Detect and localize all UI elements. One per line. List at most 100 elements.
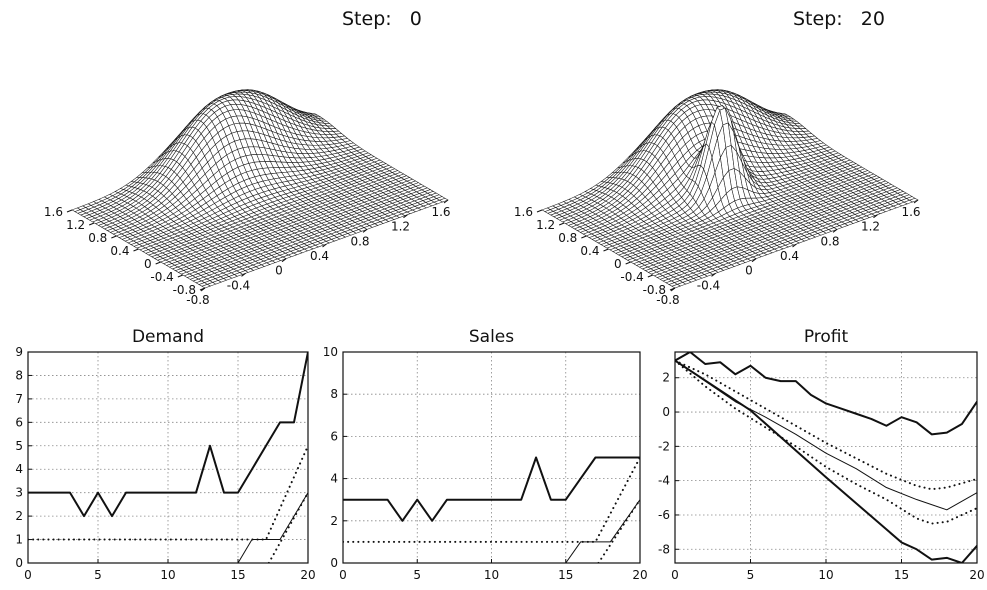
y-tick-label: 0	[614, 257, 622, 271]
y-tick-label: 0	[144, 257, 152, 271]
y-tick-label: 0.8	[88, 231, 107, 245]
y-tick-label: -6	[658, 508, 670, 522]
series-line-3	[675, 360, 977, 511]
x-tick-label: 0	[275, 264, 283, 278]
x-tick-label: 0.8	[350, 234, 369, 248]
x-tick-label: 10	[484, 568, 499, 582]
y-tick-label: 6	[15, 415, 23, 429]
demand-title: Demand	[131, 327, 205, 347]
y-tick-label: -0.4	[150, 270, 173, 284]
y-tick-label: 3	[15, 486, 23, 500]
y-tick-mark	[603, 248, 609, 252]
y-tick-mark	[669, 287, 676, 291]
x-tick-mark	[913, 199, 919, 204]
y-tick-label: 7	[15, 392, 23, 406]
x-tick-label: 0	[745, 264, 753, 278]
x-tick-mark	[443, 199, 449, 204]
x-tick-mark	[322, 243, 327, 248]
y-tick-mark	[111, 235, 117, 239]
x-tick-label: 0.8	[820, 234, 839, 248]
surface-cell	[909, 197, 919, 203]
y-tick-mark	[625, 261, 631, 265]
series-line-3	[343, 456, 640, 543]
y-tick-label: 1.6	[514, 205, 533, 219]
series-line-2	[565, 499, 640, 563]
y-tick-label: 6	[330, 429, 338, 443]
y-tick-label: -2	[658, 439, 670, 453]
x-tick-label: 5	[413, 568, 421, 582]
y-tick-label: 5	[15, 439, 23, 453]
x-tick-label: 20	[969, 568, 984, 582]
y-tick-label: 2	[15, 509, 23, 523]
x-tick-mark	[751, 258, 757, 263]
y-tick-mark	[581, 235, 587, 239]
y-tick-label: 2	[662, 371, 670, 385]
series-line-1	[675, 352, 977, 436]
demand-chart: 0 5 10 15 20 0 1 2 3 4 5 6 7 8 9	[15, 345, 315, 582]
y-tick-label: 0	[662, 405, 670, 419]
x-tick-label: 0	[671, 568, 679, 582]
x-tick-label: 0	[24, 568, 32, 582]
x-tick-label: 15	[230, 568, 245, 582]
x-tick-mark	[873, 214, 878, 219]
y-tick-label: 0.4	[580, 244, 599, 258]
y-tick-label: -8	[658, 542, 670, 556]
step-title-left: Step: 0	[342, 8, 422, 30]
x-tick-label: 1.6	[901, 205, 920, 219]
sales-title: Sales	[468, 327, 515, 347]
profit-title: Profit	[803, 327, 849, 347]
x-tick-label: 1.6	[431, 205, 450, 219]
y-tick-mark	[647, 274, 654, 278]
y-tick-mark	[155, 261, 161, 265]
y-tick-mark	[66, 209, 73, 213]
x-tick-mark	[403, 214, 408, 219]
step-label: Step:	[342, 8, 392, 30]
x-tick-label: 20	[300, 568, 315, 582]
series-line-4	[675, 359, 977, 491]
y-tick-label: -0.8	[173, 283, 196, 297]
step-label: Step:	[793, 8, 843, 30]
y-tick-label: 8	[330, 387, 338, 401]
x-tick-label: 10	[160, 568, 175, 582]
surface-cell	[439, 197, 449, 203]
y-tick-label: 1.2	[536, 218, 555, 232]
x-tick-label: 10	[818, 568, 833, 582]
y-tick-mark	[88, 222, 95, 226]
y-tick-label: 0	[15, 556, 23, 570]
y-tick-label: 4	[15, 462, 23, 476]
series-line-2	[237, 492, 308, 563]
y-tick-label: 9	[15, 345, 23, 359]
x-tick-mark	[281, 258, 287, 263]
x-tick-label: -0.8	[186, 293, 209, 307]
x-tick-label: 15	[558, 568, 573, 582]
series-line-1	[343, 456, 640, 522]
y-tick-label: 1.2	[66, 218, 85, 232]
x-tick-label: 0.4	[780, 249, 799, 263]
y-tick-label: 0.8	[558, 231, 577, 245]
y-tick-label: 8	[15, 368, 23, 382]
x-tick-mark	[832, 228, 838, 233]
y-tick-label: 2	[330, 514, 338, 528]
series-line-2	[675, 359, 977, 563]
y-tick-mark	[558, 222, 565, 226]
surface-mesh	[541, 89, 919, 289]
y-tick-mark	[133, 248, 139, 252]
y-tick-label: -0.8	[643, 283, 666, 297]
x-tick-label: -0.4	[227, 278, 250, 292]
step-value: 0	[409, 8, 422, 30]
y-tick-mark	[536, 209, 543, 213]
step-title-right: Step: 20	[793, 8, 885, 30]
x-tick-label: 1.2	[391, 220, 410, 234]
surface-mesh	[71, 89, 449, 289]
y-tick-label: 0.4	[110, 244, 129, 258]
x-tick-mark	[792, 243, 797, 248]
x-tick-label: 0.4	[310, 249, 329, 263]
x-tick-label: -0.8	[656, 293, 679, 307]
step-value: 20	[860, 8, 885, 30]
x-tick-label: -0.4	[697, 278, 720, 292]
series-line-3	[28, 444, 308, 541]
x-tick-label: 5	[747, 568, 755, 582]
surface-plot-step-0: -0.8-0.8 -0.4-0.4 000.40.40.80.81.21.21.61…	[44, 89, 451, 307]
y-tick-label: 10	[323, 345, 338, 359]
